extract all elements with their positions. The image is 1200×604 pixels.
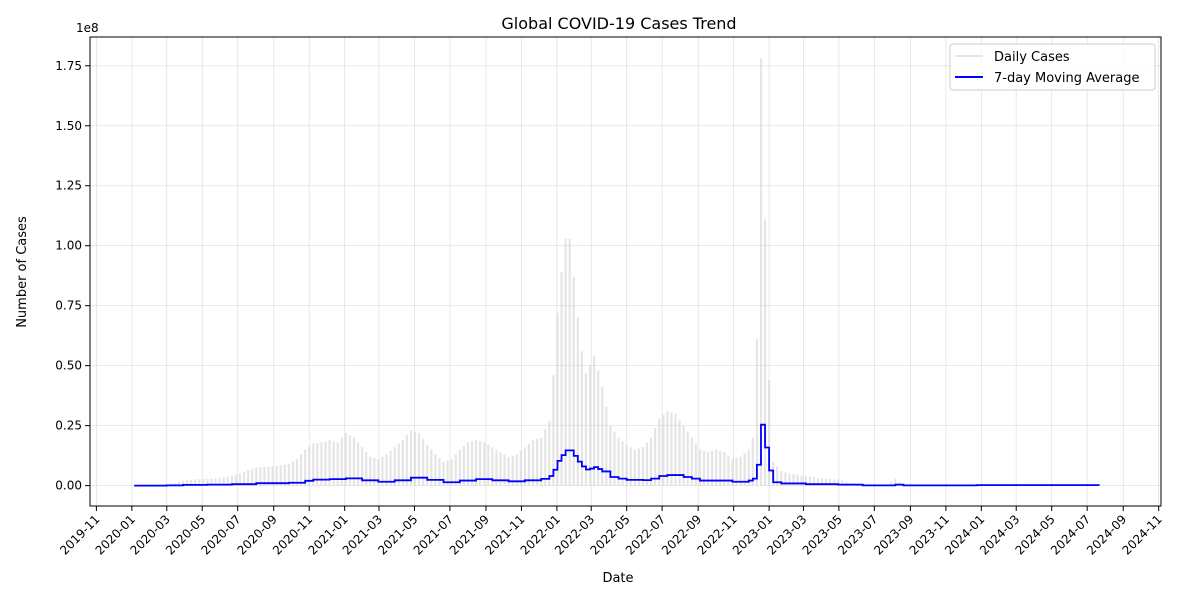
y-tick-label: 1.00 bbox=[55, 239, 82, 253]
y-axis-label: Number of Cases bbox=[15, 216, 30, 328]
legend-label-daily-cases: Daily Cases bbox=[994, 50, 1070, 65]
y-tick-label: 0.50 bbox=[55, 359, 82, 373]
y-tick-label: 0.00 bbox=[55, 479, 82, 493]
chart-title: Global COVID-19 Cases Trend bbox=[501, 14, 736, 33]
legend-label-moving-average: 7-day Moving Average bbox=[994, 71, 1140, 86]
legend: Daily Cases 7-day Moving Average bbox=[949, 43, 1156, 91]
y-tick-label: 1.50 bbox=[55, 119, 82, 133]
y-tick-label: 0.75 bbox=[55, 299, 82, 313]
y-tick-label: 1.25 bbox=[55, 179, 82, 193]
y-tick-label: 1.75 bbox=[55, 59, 82, 73]
x-axis-label: Date bbox=[602, 571, 633, 586]
grid-lines bbox=[90, 37, 1161, 506]
legend-box bbox=[949, 43, 1156, 91]
daily-cases-bars bbox=[145, 58, 1096, 486]
x-axis-ticks: 2019-112020-012020-032020-052020-072020-… bbox=[57, 506, 1165, 558]
y-axis-ticks: 0.00 0.25 0.50 0.75 1.00 1.25 1.50 1.75 bbox=[55, 59, 90, 493]
y-tick-label: 0.25 bbox=[55, 419, 82, 433]
moving-average-line bbox=[134, 423, 1100, 487]
y-axis-offset-label: 1e8 bbox=[76, 21, 99, 35]
plot-frame bbox=[89, 36, 1162, 507]
moving-average-line-layer bbox=[134, 423, 1100, 487]
x-tick-label: 2024-11 bbox=[1119, 512, 1164, 557]
